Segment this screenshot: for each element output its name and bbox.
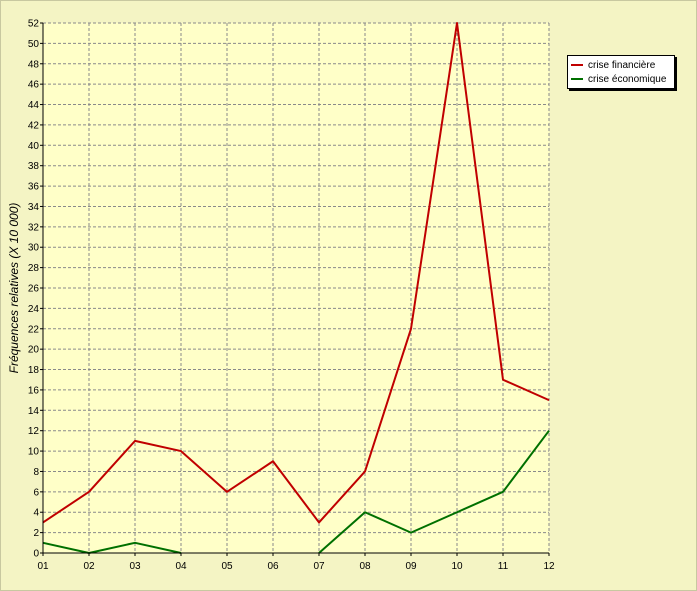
- x-tick-label: 08: [359, 561, 371, 572]
- y-tick-label: 12: [28, 426, 40, 437]
- x-tick-label: 07: [313, 561, 325, 572]
- y-tick-label: 48: [28, 59, 40, 70]
- y-tick-label: 52: [28, 19, 40, 30]
- legend-item: crise financière: [571, 58, 671, 72]
- y-tick-label: 18: [28, 365, 40, 376]
- y-tick-label: 30: [28, 243, 40, 254]
- y-tick-label: 20: [28, 345, 40, 356]
- series-line-crise-economique: [42, 541, 182, 554]
- y-tick-label: 16: [28, 385, 40, 396]
- y-tick-label: 46: [28, 80, 40, 91]
- legend: crise financière crise économique: [567, 55, 675, 89]
- x-tick-label: 02: [83, 561, 95, 572]
- y-tick-label: 8: [33, 467, 39, 478]
- y-tick-label: 6: [33, 487, 39, 498]
- y-tick-label: 4: [33, 508, 39, 519]
- legend-label: crise économique: [588, 73, 667, 85]
- series-lines: [42, 22, 550, 554]
- x-tick-label: 11: [498, 561, 509, 572]
- y-tick-label: 36: [28, 182, 40, 193]
- x-tick-label: 06: [267, 561, 279, 572]
- legend-swatch: [571, 78, 583, 80]
- x-tick-label: 05: [221, 561, 233, 572]
- x-tick-label: 01: [37, 561, 49, 572]
- x-tick-label: 12: [543, 561, 555, 572]
- series-line-crise-financiere: [42, 22, 550, 524]
- x-tick-label: 04: [175, 561, 187, 572]
- y-tick-label: 2: [33, 528, 39, 539]
- y-tick-label: 22: [28, 324, 40, 335]
- y-tick-labels: 0246810121416182022242628303234363840424…: [28, 19, 43, 560]
- x-tick-label: 03: [129, 561, 141, 572]
- y-tick-label: 14: [28, 406, 40, 417]
- y-tick-label: 42: [28, 120, 40, 131]
- y-tick-label: 40: [28, 141, 40, 152]
- y-tick-label: 24: [28, 304, 40, 315]
- y-tick-label: 10: [28, 447, 40, 458]
- x-tick-labels: 01 02 03 04 05 06 07 08 09 10 11 12: [37, 553, 555, 572]
- x-tick-label: 10: [451, 561, 463, 572]
- y-tick-label: 34: [28, 202, 40, 213]
- grid-lines: [43, 22, 550, 553]
- y-tick-label: 26: [28, 284, 40, 295]
- y-axis-label: Fréquences relatives (X 10 000): [7, 203, 21, 374]
- y-tick-label: 32: [28, 222, 40, 233]
- series-line-crise-economique: [318, 430, 550, 554]
- y-tick-label: 28: [28, 263, 40, 274]
- legend-swatch: [571, 64, 583, 66]
- y-tick-label: 0: [33, 549, 39, 560]
- y-tick-label: 38: [28, 161, 40, 172]
- y-tick-label: 44: [28, 100, 40, 111]
- legend-item: crise économique: [571, 72, 671, 86]
- x-tick-label: 09: [405, 561, 417, 572]
- legend-label: crise financière: [588, 59, 656, 71]
- y-tick-label: 50: [28, 39, 40, 50]
